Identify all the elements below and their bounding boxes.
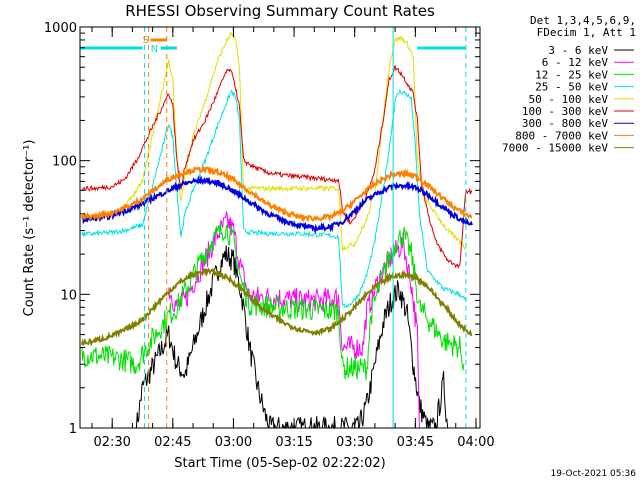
x-tick-label-0: 02:30 — [93, 435, 130, 450]
x-axis-label: Start Time (05-Sep-02 02:22:02) — [174, 456, 385, 471]
legend-entry-label-4: 50 - 100 keV — [529, 93, 609, 106]
series-line-5 — [81, 65, 473, 269]
legend: Det 1,3,4,5,6,9,FDecim 1, Att 1 3 - 6 keV… — [502, 14, 636, 155]
series-line-6 — [81, 174, 473, 234]
marker-label-0: S — [143, 35, 149, 46]
legend-header-0: Det 1,3,4,5,6,9, — [530, 14, 636, 27]
x-tick-label-1: 02:45 — [154, 435, 191, 450]
legend-entry-label-3: 25 - 50 keV — [535, 81, 608, 94]
series-line-7 — [80, 165, 473, 223]
plot-frame — [79, 26, 481, 429]
legend-entry-label-2: 12 - 25 keV — [535, 68, 608, 81]
series-line-0 — [135, 245, 449, 430]
legend-entry-label-5: 100 - 300 keV — [522, 105, 608, 118]
legend-entry-label-7: 800 - 7000 keV — [515, 129, 608, 142]
y-axis-label: Count Rate (s⁻¹ detector⁻¹) — [22, 140, 37, 317]
y-tick-label-3: 1000 — [44, 21, 77, 36]
x-tick-label-4: 03:30 — [336, 435, 373, 450]
overlay-layer: SN — [80, 27, 467, 428]
x-tick-label-3: 03:15 — [275, 435, 312, 450]
series-line-3 — [81, 88, 467, 309]
chart-title: RHESSI Observing Summary Count Rates — [125, 2, 435, 20]
legend-entry-label-8: 7000 - 15000 keV — [502, 142, 608, 155]
legend-entry-label-6: 300 - 800 keV — [522, 117, 608, 130]
x-tick-label-2: 03:00 — [215, 435, 252, 450]
legend-entry-label-0: 3 - 6 keV — [548, 44, 608, 57]
legend-entry-label-1: 6 - 12 keV — [542, 56, 609, 69]
series-line-4 — [81, 31, 467, 251]
y-tick-label-1: 10 — [60, 288, 77, 303]
x-tick-label-6: 04:00 — [457, 435, 494, 450]
footer-timestamp: 19-Oct-2021 05:36 — [551, 469, 637, 479]
x-tick-label-5: 03:45 — [397, 435, 434, 450]
series-line-8 — [80, 267, 473, 347]
legend-header-1: FDecim 1, Att 1 — [537, 26, 636, 39]
series-line-2 — [81, 221, 465, 381]
y-tick-label-0: 1 — [69, 422, 77, 437]
axes-layer: 1 10 100 1000 02:30 02:45 03:00 03:15 03:30 03:45… — [44, 21, 495, 450]
y-tick-label-2: 100 — [52, 155, 77, 170]
marker-label-1: N — [151, 44, 158, 55]
series-layer — [80, 31, 473, 430]
